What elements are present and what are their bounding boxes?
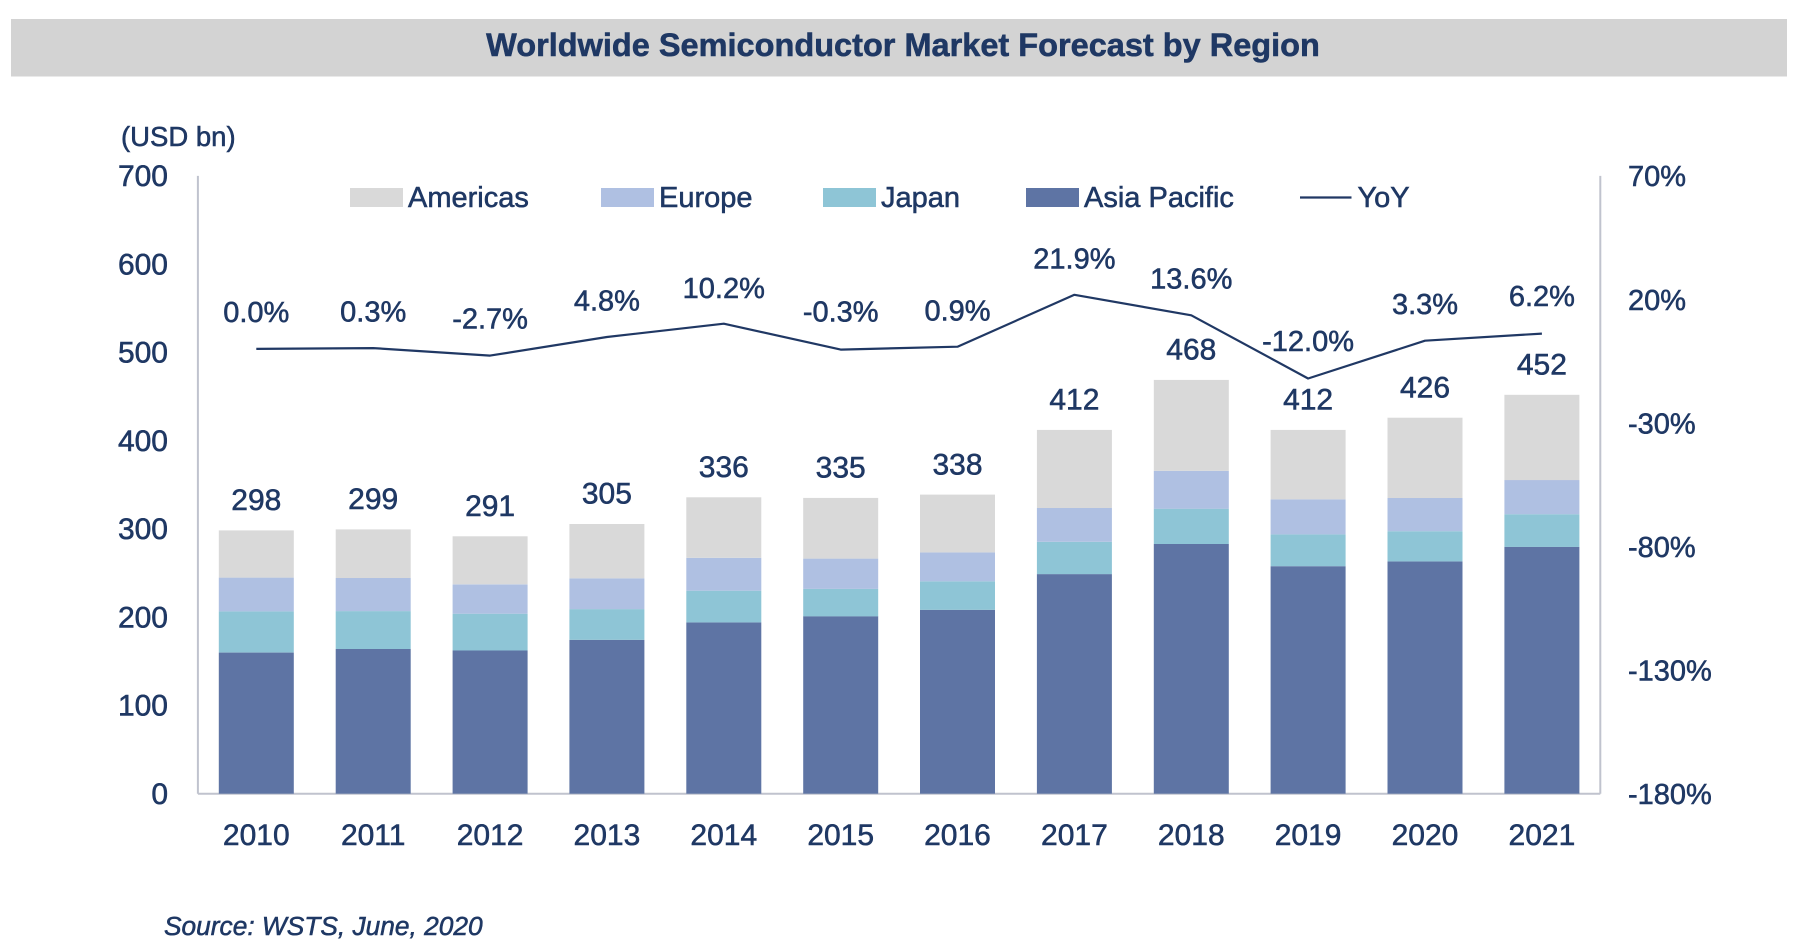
svg-text:-0.3%: -0.3% <box>803 297 879 329</box>
svg-text:2012: 2012 <box>457 819 524 852</box>
svg-text:-12.0%: -12.0% <box>1262 326 1354 358</box>
svg-text:2018: 2018 <box>1158 819 1225 852</box>
svg-text:452: 452 <box>1517 349 1567 382</box>
svg-text:412: 412 <box>1283 384 1333 417</box>
svg-text:2017: 2017 <box>1041 819 1108 852</box>
svg-text:426: 426 <box>1400 371 1450 404</box>
svg-text:-80%: -80% <box>1628 532 1696 564</box>
svg-text:(USD bn): (USD bn) <box>121 121 236 152</box>
svg-text:-130%: -130% <box>1628 655 1712 687</box>
svg-text:-30%: -30% <box>1628 408 1696 440</box>
svg-text:0: 0 <box>151 778 168 811</box>
svg-text:Source: WSTS, June, 2020: Source: WSTS, June, 2020 <box>164 911 483 941</box>
svg-text:6.2%: 6.2% <box>1509 281 1575 313</box>
svg-text:4.8%: 4.8% <box>574 285 640 317</box>
svg-text:70%: 70% <box>1628 161 1686 193</box>
svg-text:299: 299 <box>348 483 398 516</box>
svg-text:YoY: YoY <box>1358 182 1410 214</box>
svg-text:298: 298 <box>231 484 281 517</box>
svg-text:13.6%: 13.6% <box>1150 264 1232 296</box>
svg-text:2011: 2011 <box>341 819 406 852</box>
svg-text:Worldwide Semiconductor Market: Worldwide Semiconductor Market Forecast … <box>486 27 1320 63</box>
svg-text:100: 100 <box>118 690 168 723</box>
svg-text:Japan: Japan <box>881 182 960 214</box>
svg-text:2015: 2015 <box>807 819 874 852</box>
svg-text:0.0%: 0.0% <box>223 297 289 329</box>
svg-text:500: 500 <box>118 337 168 370</box>
svg-text:200: 200 <box>118 602 168 635</box>
svg-text:400: 400 <box>118 425 168 458</box>
svg-text:2021: 2021 <box>1509 819 1576 852</box>
svg-text:Europe: Europe <box>659 182 753 214</box>
svg-text:291: 291 <box>465 490 515 523</box>
svg-text:600: 600 <box>118 249 168 282</box>
svg-text:335: 335 <box>816 452 866 485</box>
svg-text:3.3%: 3.3% <box>1392 289 1458 321</box>
svg-text:336: 336 <box>699 451 749 484</box>
svg-text:20%: 20% <box>1628 285 1686 317</box>
svg-text:412: 412 <box>1049 384 1099 417</box>
svg-text:0.9%: 0.9% <box>924 296 990 328</box>
svg-text:2013: 2013 <box>574 819 641 852</box>
svg-text:2010: 2010 <box>223 819 290 852</box>
svg-text:468: 468 <box>1166 334 1216 367</box>
svg-text:2019: 2019 <box>1275 819 1342 852</box>
svg-text:Asia Pacific: Asia Pacific <box>1084 182 1234 214</box>
svg-text:2016: 2016 <box>924 819 991 852</box>
svg-text:300: 300 <box>118 513 168 546</box>
svg-text:338: 338 <box>932 448 982 481</box>
svg-text:21.9%: 21.9% <box>1033 244 1115 276</box>
svg-text:700: 700 <box>118 160 168 193</box>
svg-text:Americas: Americas <box>408 182 529 214</box>
svg-text:10.2%: 10.2% <box>683 273 765 305</box>
svg-text:-180%: -180% <box>1628 779 1712 811</box>
svg-text:2014: 2014 <box>690 819 757 852</box>
svg-text:2020: 2020 <box>1392 819 1459 852</box>
svg-text:305: 305 <box>582 478 632 511</box>
svg-text:0.3%: 0.3% <box>340 296 406 328</box>
svg-text:-2.7%: -2.7% <box>452 304 528 336</box>
